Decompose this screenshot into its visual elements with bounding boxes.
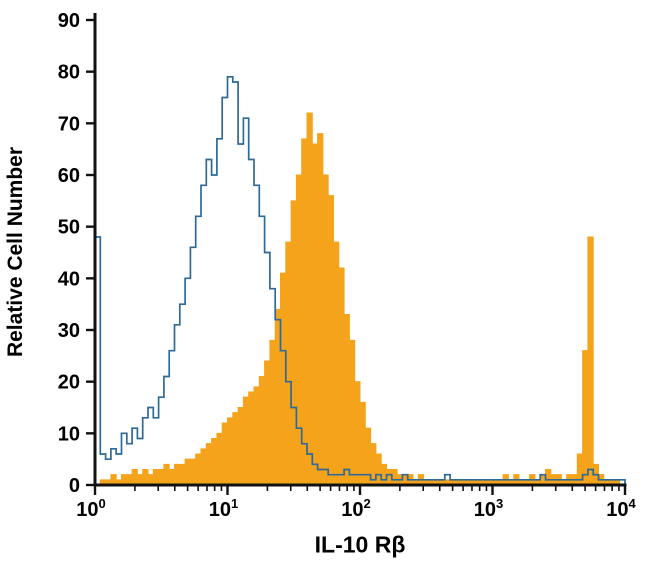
y-tick-label: 90 — [58, 10, 80, 32]
x-axis-title: IL-10 Rβ — [314, 531, 406, 558]
x-tick-label: 104 — [606, 496, 636, 521]
y-tick-label: 40 — [58, 268, 80, 290]
x-tick-label: 103 — [474, 496, 503, 521]
x-tick-label: 100 — [76, 496, 105, 521]
series-stained-filled — [95, 112, 625, 486]
y-tick-label: 10 — [58, 423, 80, 445]
series-control-open — [94, 75, 626, 485]
y-tick-label: 50 — [58, 217, 80, 239]
x-tick-label: 102 — [341, 496, 370, 521]
y-tick-label: 0 — [69, 475, 80, 497]
y-tick-label: 70 — [58, 113, 80, 135]
x-tick-label: 101 — [209, 496, 238, 521]
y-tick-label: 60 — [58, 165, 80, 187]
y-tick-label: 80 — [58, 62, 80, 84]
y-tick-label: 30 — [58, 320, 80, 342]
y-tick-label: 20 — [58, 372, 80, 394]
y-axis-title: Relative Cell Number — [4, 146, 27, 358]
